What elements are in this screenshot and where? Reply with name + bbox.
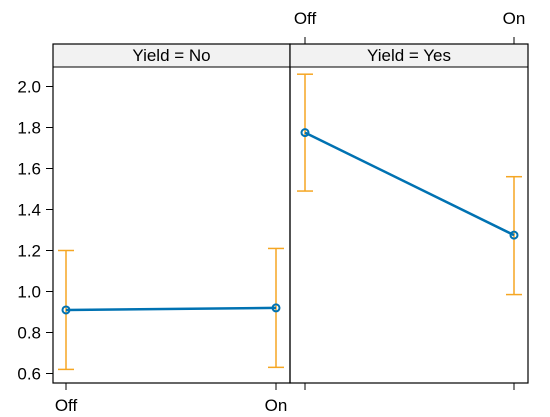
strip-label-2: Yield = Yes <box>367 46 451 65</box>
x-tick-label-top: On <box>503 9 526 28</box>
panel-border-1 <box>52 43 291 384</box>
series-line-2 <box>304 131 515 237</box>
strip-1 <box>53 44 290 67</box>
x-tick-label-top: Off <box>294 9 317 28</box>
y-tick-label: 0.6 <box>17 365 41 384</box>
data-point <box>271 303 281 313</box>
y-tick-label: 0.8 <box>17 324 41 343</box>
data-point <box>509 230 519 240</box>
data-point <box>61 305 71 315</box>
strip-2 <box>290 44 528 67</box>
panel-border-2 <box>289 43 529 384</box>
y-tick-label: 1.8 <box>17 119 41 138</box>
series-line-1 <box>65 306 277 312</box>
x-tick-label: Off <box>55 396 78 415</box>
y-tick-label: 1.2 <box>17 242 41 261</box>
strip-label-1: Yield = No <box>132 46 210 65</box>
y-tick-label: 1.6 <box>17 160 41 179</box>
y-tick-label: 1.0 <box>17 283 41 302</box>
y-tick-label: 2.0 <box>17 78 41 97</box>
data-point <box>300 128 310 138</box>
y-tick-label: 1.4 <box>17 201 41 220</box>
x-tick-label: On <box>265 396 288 415</box>
